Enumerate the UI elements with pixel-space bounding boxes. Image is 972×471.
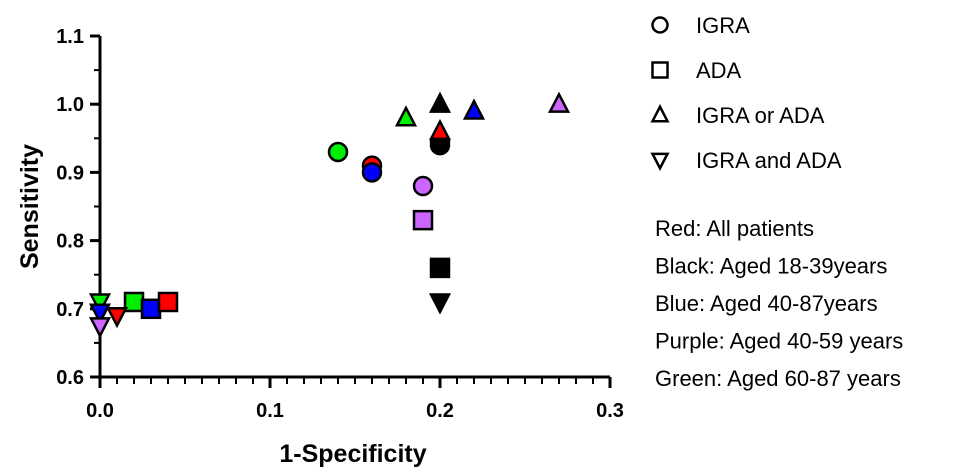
data-point-square-blue — [140, 298, 162, 320]
legend-item: ADA — [651, 58, 742, 83]
color-key-note: Black: Aged 18-39years — [655, 254, 887, 279]
x-tick-label: 0.2 — [426, 400, 454, 422]
color-key-note: Blue: Aged 40-87years — [655, 291, 878, 316]
y-tick-label: 0.6 — [56, 367, 84, 389]
legend-item: IGRA or ADA — [650, 103, 825, 128]
y-tick-label: 0.7 — [56, 299, 84, 321]
y-tick-label: 1.0 — [56, 94, 84, 116]
data-point-circle-green — [327, 141, 349, 163]
data-point-triangle-down-red — [105, 306, 129, 329]
legend-marker-circle — [651, 16, 669, 34]
x-axis-title: 1-Specificity — [279, 440, 426, 468]
y-tick-label: 1.1 — [56, 26, 84, 48]
data-point-triangle-up-black — [428, 91, 452, 113]
legend-label: IGRA — [696, 13, 750, 38]
legend: IGRA ADA IGRA or ADA IGRA and ADA — [650, 13, 842, 173]
y-axis-title: Sensitivity — [16, 144, 44, 269]
color-key-note: Purple: Aged 40-59 years — [655, 329, 903, 354]
legend-label: IGRA or ADA — [696, 103, 825, 128]
legend-marker-triangle-up — [650, 104, 670, 123]
legend-label: IGRA and ADA — [696, 148, 842, 173]
data-point-triangle-up-green — [394, 105, 418, 127]
y-axis-ticks: 0.6 0.7 0.8 0.9 1.0 1.1 — [56, 26, 100, 389]
data-point-square-purple — [412, 209, 434, 231]
data-point-triangle-down-blue — [88, 303, 112, 325]
x-tick-label: 0.3 — [596, 400, 624, 422]
legend-item: IGRA — [651, 13, 750, 38]
data-point-triangle-down-green — [88, 293, 112, 315]
data-point-triangle-up-blue — [462, 98, 486, 120]
legend-marker-square — [651, 61, 669, 79]
data-point-triangle-up-red — [428, 118, 452, 141]
data-point-circle-purple — [412, 175, 434, 197]
data-point-triangle-up-purple — [547, 91, 571, 113]
data-point-triangle-down-black — [428, 293, 452, 315]
color-key: Red: All patients Black: Aged 18-39years B… — [655, 216, 903, 391]
x-axis-ticks: 0.0 0.1 0.2 0.3 — [86, 377, 624, 422]
x-tick-label: 0.1 — [256, 400, 284, 422]
data-points — [88, 91, 571, 339]
data-point-triangle-down-purple — [88, 317, 112, 339]
legend-marker-triangle-down — [650, 152, 670, 171]
y-tick-label: 0.8 — [56, 231, 84, 253]
color-key-note: Red: All patients — [655, 216, 814, 241]
data-point-square-black — [429, 257, 451, 279]
x-tick-label: 0.0 — [86, 400, 114, 422]
legend-item: IGRA and ADA — [650, 148, 842, 173]
color-key-note: Green: Aged 60-87 years — [655, 366, 901, 391]
data-point-circle-blue — [361, 162, 383, 183]
data-point-square-red — [157, 291, 179, 313]
data-point-square-green — [123, 291, 145, 313]
y-tick-label: 0.9 — [56, 162, 84, 184]
axes: 0.6 0.7 0.8 0.9 1.0 1.1 0.0 0.1 0.2 0.3 1-Specif… — [16, 26, 624, 468]
legend-label: ADA — [696, 58, 742, 83]
